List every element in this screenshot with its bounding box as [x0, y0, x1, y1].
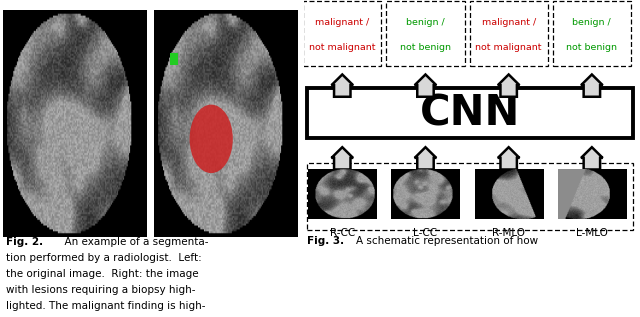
Polygon shape	[332, 147, 353, 170]
Text: benign /: benign /	[573, 18, 611, 27]
Text: A schematic representation of how: A schematic representation of how	[356, 236, 538, 246]
FancyBboxPatch shape	[470, 1, 548, 66]
FancyBboxPatch shape	[553, 1, 631, 66]
FancyBboxPatch shape	[387, 1, 465, 66]
Text: R-CC: R-CC	[330, 228, 355, 237]
Polygon shape	[498, 147, 520, 170]
Text: L-CC: L-CC	[413, 228, 438, 237]
Text: the original image.  Right: the image: the original image. Right: the image	[6, 269, 199, 279]
Polygon shape	[332, 74, 353, 97]
FancyBboxPatch shape	[307, 163, 633, 230]
Text: CNN: CNN	[420, 92, 520, 134]
Text: not malignant: not malignant	[309, 43, 376, 52]
Circle shape	[189, 105, 233, 173]
Text: R-MLO: R-MLO	[492, 228, 525, 237]
Text: lighted. The malignant finding is high-: lighted. The malignant finding is high-	[6, 301, 205, 311]
Polygon shape	[498, 74, 520, 97]
Text: malignant /: malignant /	[315, 18, 369, 27]
Text: L-MLO: L-MLO	[576, 228, 608, 237]
Bar	[170, 53, 177, 65]
Text: with lesions requiring a biopsy high-: with lesions requiring a biopsy high-	[6, 285, 196, 295]
Text: Fig. 3.: Fig. 3.	[307, 236, 344, 246]
Text: benign /: benign /	[406, 18, 445, 27]
Polygon shape	[581, 147, 603, 170]
Text: malignant /: malignant /	[481, 18, 536, 27]
Polygon shape	[415, 147, 436, 170]
FancyBboxPatch shape	[307, 88, 633, 139]
Text: An example of a segmenta-: An example of a segmenta-	[58, 237, 208, 247]
Polygon shape	[415, 74, 436, 97]
Text: not benign: not benign	[400, 43, 451, 52]
Text: not malignant: not malignant	[476, 43, 542, 52]
FancyBboxPatch shape	[303, 1, 381, 66]
Text: Fig. 2.: Fig. 2.	[6, 237, 44, 247]
Polygon shape	[581, 74, 603, 97]
Text: tion performed by a radiologist.  Left:: tion performed by a radiologist. Left:	[6, 253, 202, 263]
Text: not benign: not benign	[566, 43, 618, 52]
